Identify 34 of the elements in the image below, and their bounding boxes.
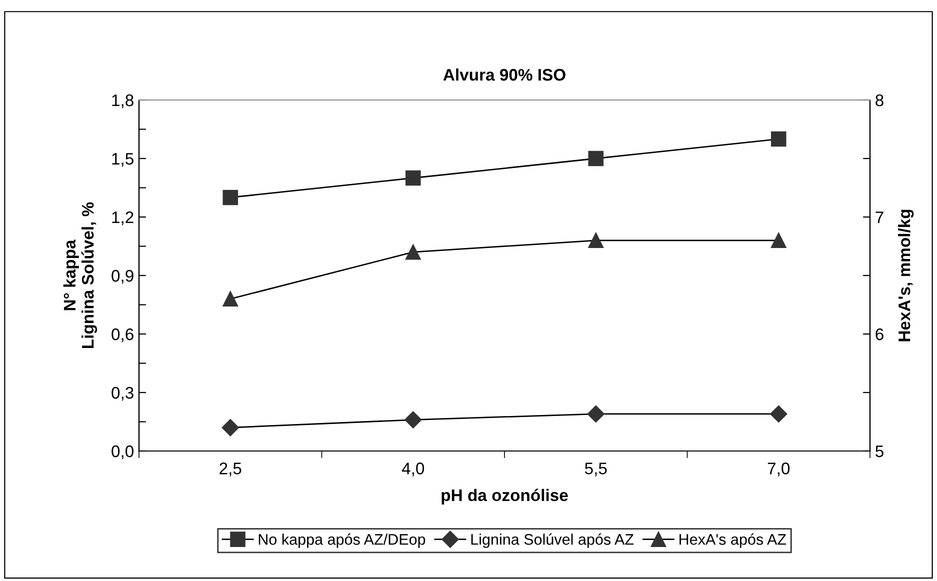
point	[405, 170, 421, 186]
point	[222, 419, 239, 436]
point	[588, 232, 604, 248]
point	[404, 411, 422, 428]
y-tick-label: 0,9	[112, 270, 134, 284]
y2-tick-label: 7	[876, 212, 884, 224]
y-tick-label: 0,3	[112, 386, 134, 401]
point	[770, 131, 786, 147]
y2-tick-label: 8	[876, 94, 884, 106]
x-axis-title: pH da ozonólise	[442, 488, 568, 504]
y-tick-label: 0,0	[112, 445, 134, 460]
legend-label: Lignina Solúvel após AZ	[471, 533, 634, 548]
y2-tick-label: 6	[876, 328, 884, 340]
point	[405, 244, 421, 260]
point	[587, 405, 604, 422]
y-tick-label: 1,8	[112, 94, 134, 108]
x-tick-label: 4,0	[402, 462, 424, 476]
y-tick-label: 0,6	[112, 328, 134, 342]
y2-axis-title: HexA's, mmol/kg	[898, 210, 914, 342]
chart-title: Alvura 90% ISO	[443, 68, 566, 81]
point	[222, 190, 238, 206]
point	[770, 232, 786, 248]
y-axis-title: N° kappa Lignina Solúvel, %	[63, 202, 98, 348]
y-tick-label: 1,5	[112, 153, 134, 167]
y-tick-label: 1,2	[112, 211, 134, 226]
y2-tick-label: 5	[876, 446, 884, 458]
x-tick-label: 7,0	[768, 462, 790, 476]
point	[770, 405, 788, 422]
x-tick-label: 2,5	[220, 462, 242, 476]
legend-label: HexA's após AZ	[680, 533, 786, 548]
point	[588, 150, 604, 166]
legend-label: No kappa após AZ/DEop	[258, 533, 426, 548]
point	[222, 291, 238, 307]
x-tick-label: 5,5	[584, 462, 607, 476]
